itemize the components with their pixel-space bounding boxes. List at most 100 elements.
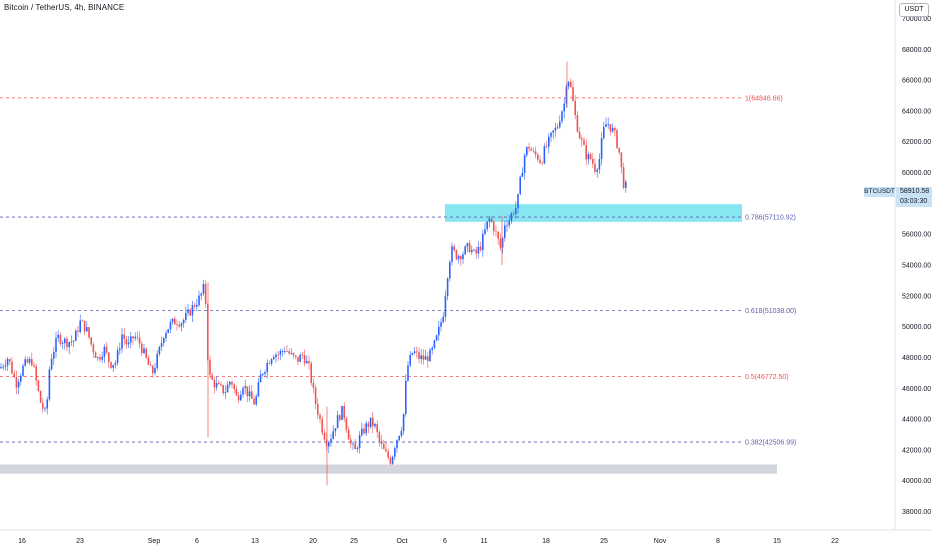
candle-body: [429, 349, 431, 362]
candle-body: [352, 443, 354, 445]
bottom-support-zone[interactable]: [0, 464, 777, 474]
candle-body: [376, 423, 378, 433]
candle-body: [114, 362, 117, 365]
candle-body: [622, 167, 625, 188]
candle-body: [176, 324, 178, 326]
candle-body: [59, 334, 62, 344]
candle-body: [422, 355, 425, 360]
candle-body: [174, 318, 176, 325]
candle-body: [86, 327, 88, 332]
candle-body: [105, 346, 108, 353]
time-tick-label: Oct: [397, 538, 408, 545]
candle-body: [160, 342, 163, 347]
candle-body: [559, 121, 561, 128]
candle-body: [433, 340, 436, 348]
candle-body: [620, 152, 623, 168]
candle-body: [33, 365, 35, 367]
candle-body: [565, 86, 568, 104]
time-tick-label: 22: [831, 538, 839, 545]
fib-levels: 1(64846.66) 0.786(57110.92) 0.618(51038.00…: [0, 95, 796, 447]
candle-body: [440, 322, 442, 327]
candle-body: [226, 384, 229, 393]
candle-body: [361, 428, 363, 436]
candle-body: [156, 353, 158, 369]
candle-body: [486, 221, 488, 230]
time-tick-label: 20: [309, 538, 317, 545]
time-tick-label: 16: [18, 538, 26, 545]
candle-body: [387, 451, 389, 458]
candle-body: [339, 415, 341, 420]
candle-body: [103, 346, 106, 357]
candle-body: [413, 351, 416, 354]
time-axis[interactable]: 16 23 Sep 6 13 20 25 Oct 6 11 18 25 Nov 8 15 22: [18, 538, 839, 545]
candle-body: [407, 365, 409, 381]
candle-body: [391, 456, 394, 464]
price-axis[interactable]: 38000.00 40000.00 42000.00 44000.00 46000.00…: [902, 16, 931, 516]
candle-body: [471, 249, 473, 253]
price-tick-label: 62000.00: [902, 139, 931, 146]
candle-body: [424, 356, 427, 360]
currency-button[interactable]: USDT: [899, 3, 929, 17]
candle-body: [44, 408, 46, 410]
price-tick-label: 46000.00: [902, 386, 931, 393]
time-tick-label: Sep: [148, 538, 161, 545]
time-tick-label: 25: [600, 538, 608, 545]
candle-body: [132, 336, 134, 339]
candle-body: [224, 392, 227, 394]
candle-body: [334, 428, 337, 432]
candle-body: [130, 336, 132, 343]
candle-body: [323, 432, 326, 440]
candle-body: [81, 320, 84, 322]
candle-body: [530, 148, 532, 151]
candle-body: [442, 316, 444, 323]
candle-body: [286, 351, 288, 352]
candle-body: [508, 220, 510, 226]
candle-body: [15, 377, 18, 388]
price-tick-label: 60000.00: [902, 170, 931, 177]
price-tick-label: 66000.00: [902, 78, 931, 85]
price-tick-label: 70000.00: [902, 16, 931, 23]
candle-body: [200, 293, 202, 296]
candle-body: [611, 128, 614, 132]
candle-body: [28, 358, 31, 363]
fib-level-0.786-label: 0.786(57110.92): [745, 215, 796, 222]
candles: [0, 61, 627, 486]
candle-body: [70, 341, 73, 343]
last-price-tag: 58910.58 03:03:30: [896, 187, 932, 207]
candle-body: [380, 440, 383, 444]
candle-body: [319, 414, 321, 419]
candle-body: [589, 154, 592, 159]
candle-body: [506, 225, 508, 227]
candle-body: [229, 381, 231, 385]
candle-body: [26, 359, 29, 363]
candle-body: [308, 360, 310, 364]
candle-body: [284, 351, 286, 352]
candle-body: [292, 353, 295, 356]
candle-body: [607, 123, 609, 125]
candle-body: [488, 218, 491, 222]
candle-body: [317, 403, 319, 415]
candle-body: [543, 146, 546, 164]
candle-body: [149, 364, 152, 366]
candle-body: [68, 342, 70, 348]
chart-title: Bitcoin / TetherUS, 4h, BINANCE: [4, 3, 125, 12]
candle-body: [57, 334, 59, 339]
candle-body: [365, 423, 367, 434]
candle-body: [385, 449, 387, 452]
time-tick-label: 13: [251, 538, 259, 545]
candle-body: [420, 355, 422, 360]
candle-body: [367, 423, 370, 427]
candle-body: [75, 330, 77, 341]
candle-body: [257, 382, 260, 397]
candle-body: [182, 320, 185, 324]
candle-body: [0, 366, 2, 369]
candle-body: [578, 131, 581, 139]
candle-body: [231, 381, 233, 385]
candle-body: [198, 295, 200, 306]
candle-body: [479, 246, 482, 251]
plot-area[interactable]: [0, 0, 895, 530]
candle-body: [259, 374, 262, 383]
candle-body: [350, 439, 352, 444]
candle-body: [253, 398, 255, 405]
